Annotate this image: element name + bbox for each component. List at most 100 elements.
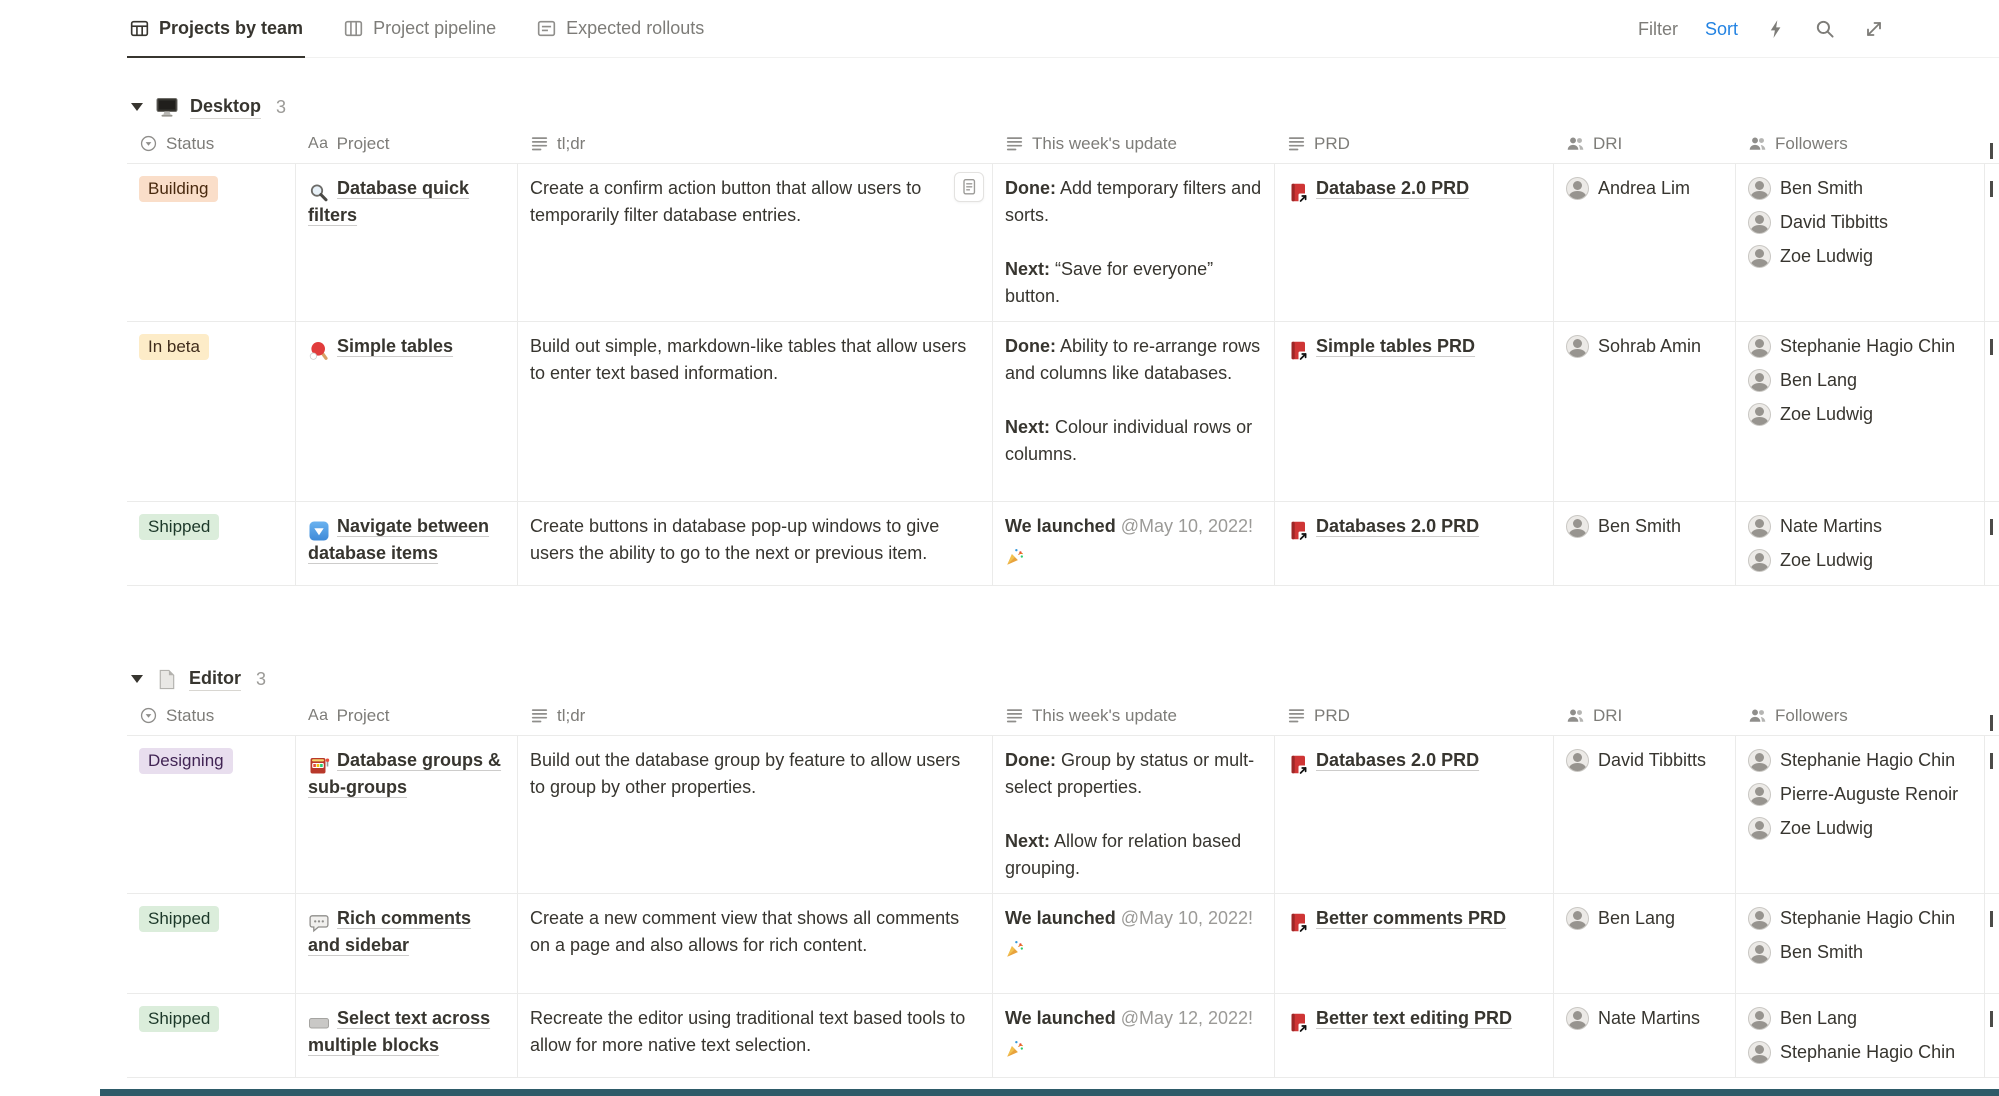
status-cell[interactable]: Building [127, 164, 296, 321]
status-badge[interactable]: Shipped [139, 514, 220, 540]
prd-link[interactable]: Databases 2.0 PRD [1316, 750, 1480, 770]
filter-button[interactable]: Filter [1637, 18, 1678, 39]
dri-cell[interactable]: Nate Martins [1554, 994, 1736, 1077]
column-header-status[interactable]: Status [127, 134, 296, 154]
prd-cell[interactable]: Databases 2.0 PRD [1275, 502, 1554, 585]
project-link[interactable]: Select text across multiple blocks [308, 1008, 491, 1055]
project-link[interactable]: Database quick filters [308, 178, 470, 225]
column-header-status[interactable]: Status [127, 706, 296, 726]
column-header-project[interactable]: Aa Project [308, 705, 390, 725]
status-cell[interactable]: Shipped [127, 994, 296, 1077]
tab-expected-rollouts[interactable]: Expected rollouts [534, 0, 706, 58]
status-badge[interactable]: Designing [139, 748, 233, 774]
tldr-cell[interactable]: Create a confirm action button that allo… [518, 164, 993, 321]
followers-cell[interactable]: Ben Smith David Tibbitts Zoe Ludwig [1736, 164, 1985, 321]
followers-cell[interactable]: Nate Martins Zoe Ludwig [1736, 502, 1985, 585]
project-cell[interactable]: Select text across multiple blocks [296, 994, 518, 1077]
collapse-triangle-icon[interactable] [131, 103, 143, 111]
update-cell[interactable]: Done: Group by status or mult-select pro… [993, 736, 1275, 893]
column-header-tldr[interactable]: tl;dr [518, 134, 993, 154]
project-link[interactable]: Database groups & sub-groups [308, 750, 502, 797]
status-badge[interactable]: Shipped [139, 906, 220, 932]
prd-link[interactable]: Simple tables PRD [1316, 336, 1476, 356]
avatar [1748, 907, 1771, 930]
column-header-dri[interactable]: DRI [1554, 134, 1736, 154]
status-cell[interactable]: Designing [127, 736, 296, 893]
status-cell[interactable]: Shipped [127, 502, 296, 585]
column-header-update[interactable]: This week's update [993, 706, 1275, 726]
update-cell[interactable]: Done: Add temporary filters and sorts. N… [993, 164, 1275, 321]
status-badge[interactable]: In beta [139, 334, 209, 360]
project-link[interactable]: Rich comments and sidebar [308, 908, 472, 955]
avatar [1566, 907, 1589, 930]
desktop-monitor-icon [155, 95, 179, 119]
prd-link[interactable]: Database 2.0 PRD [1316, 178, 1470, 198]
prd-cell[interactable]: Better text editing PRD [1275, 994, 1554, 1077]
prd-cell[interactable]: Better comments PRD [1275, 894, 1554, 993]
followers-cell[interactable]: Stephanie Hagio Chin Ben Lang Zoe Ludwig [1736, 322, 1985, 501]
followers-cell[interactable]: Stephanie Hagio Chin Ben Smith [1736, 894, 1985, 993]
update-cell[interactable]: We launched @May 12, 2022! [993, 994, 1275, 1077]
project-cell[interactable]: Navigate between database items [296, 502, 518, 585]
project-cell[interactable]: Simple tables [296, 322, 518, 501]
update-text: “Save for everyone” button. [1005, 259, 1214, 306]
text-icon [1287, 706, 1306, 725]
dri-cell[interactable]: Andrea Lim [1554, 164, 1736, 321]
tldr-cell[interactable]: Build out simple, markdown-like tables t… [518, 322, 993, 501]
date-mention[interactable]: @May 12, 2022! [1115, 1008, 1254, 1028]
followers-cell[interactable]: Ben Lang Stephanie Hagio Chin [1736, 994, 1985, 1077]
status-badge[interactable]: Shipped [139, 1006, 220, 1032]
project-cell[interactable]: Rich comments and sidebar [296, 894, 518, 993]
column-header-update[interactable]: This week's update [993, 134, 1275, 154]
prd-link[interactable]: Databases 2.0 PRD [1316, 516, 1480, 536]
search-icon[interactable] [1814, 18, 1836, 40]
tldr-cell[interactable]: Recreate the editor using traditional te… [518, 994, 993, 1077]
group-header: Desktop 3 [131, 90, 1999, 124]
automation-bolt-icon[interactable] [1765, 18, 1787, 40]
dri-cell[interactable]: Ben Lang [1554, 894, 1736, 993]
prd-cell[interactable]: Simple tables PRD [1275, 322, 1554, 501]
expand-icon[interactable] [1863, 18, 1885, 40]
tldr-cell[interactable]: Create a new comment view that shows all… [518, 894, 993, 993]
date-mention[interactable]: @May 10, 2022! [1115, 908, 1254, 928]
column-header-followers[interactable]: Followers [1736, 706, 1985, 726]
update-text: Ability to re-arrange rows and columns l… [1005, 336, 1261, 383]
prd-link[interactable]: Better text editing PRD [1316, 1008, 1513, 1028]
project-link[interactable]: Simple tables [337, 336, 454, 356]
status-cell[interactable]: In beta [127, 322, 296, 501]
dri-cell[interactable]: Sohrab Amin [1554, 322, 1736, 501]
prd-cell[interactable]: Databases 2.0 PRD [1275, 736, 1554, 893]
sort-button[interactable]: Sort [1704, 18, 1738, 39]
followers-cell[interactable]: Stephanie Hagio Chin Pierre-Auguste Reno… [1736, 736, 1985, 893]
status-cell[interactable]: Shipped [127, 894, 296, 993]
dri-cell[interactable]: Ben Smith [1554, 502, 1736, 585]
tldr-cell[interactable]: Build out the database group by feature … [518, 736, 993, 893]
dri-cell[interactable]: David Tibbitts [1554, 736, 1736, 893]
update-bold: Done: [1005, 336, 1056, 356]
tab-projects-by-team[interactable]: Projects by team [127, 0, 305, 58]
tab-project-pipeline[interactable]: Project pipeline [341, 0, 498, 58]
column-header-prd[interactable]: PRD [1275, 134, 1554, 154]
update-cell[interactable]: We launched @May 10, 2022! [993, 894, 1275, 993]
update-cell[interactable]: Done: Ability to re-arrange rows and col… [993, 322, 1275, 501]
copy-button[interactable] [954, 172, 984, 202]
column-header-dri[interactable]: DRI [1554, 706, 1736, 726]
tldr-cell[interactable]: Create buttons in database pop-up window… [518, 502, 993, 585]
project-cell[interactable]: Database groups & sub-groups [296, 736, 518, 893]
project-cell[interactable]: Database quick filters [296, 164, 518, 321]
column-header-prd[interactable]: PRD [1275, 706, 1554, 726]
collapse-triangle-icon[interactable] [131, 675, 143, 683]
column-header-followers[interactable]: Followers [1736, 134, 1985, 154]
group-name[interactable]: Desktop [190, 96, 262, 119]
date-mention[interactable]: @May 10, 2022! [1115, 516, 1254, 536]
prd-cell[interactable]: Database 2.0 PRD [1275, 164, 1554, 321]
update-cell[interactable]: We launched @May 10, 2022! [993, 502, 1275, 585]
project-link[interactable]: Navigate between database items [308, 516, 490, 563]
status-badge[interactable]: Building [139, 176, 218, 202]
prd-link[interactable]: Better comments PRD [1316, 908, 1507, 928]
tldr-text: Create a new comment view that shows all… [530, 908, 960, 955]
column-header-project[interactable]: Aa Project [308, 133, 390, 153]
group-name[interactable]: Editor [189, 668, 241, 691]
column-header-tldr[interactable]: tl;dr [518, 706, 993, 726]
person: Stephanie Hagio Chin [1748, 747, 1972, 774]
